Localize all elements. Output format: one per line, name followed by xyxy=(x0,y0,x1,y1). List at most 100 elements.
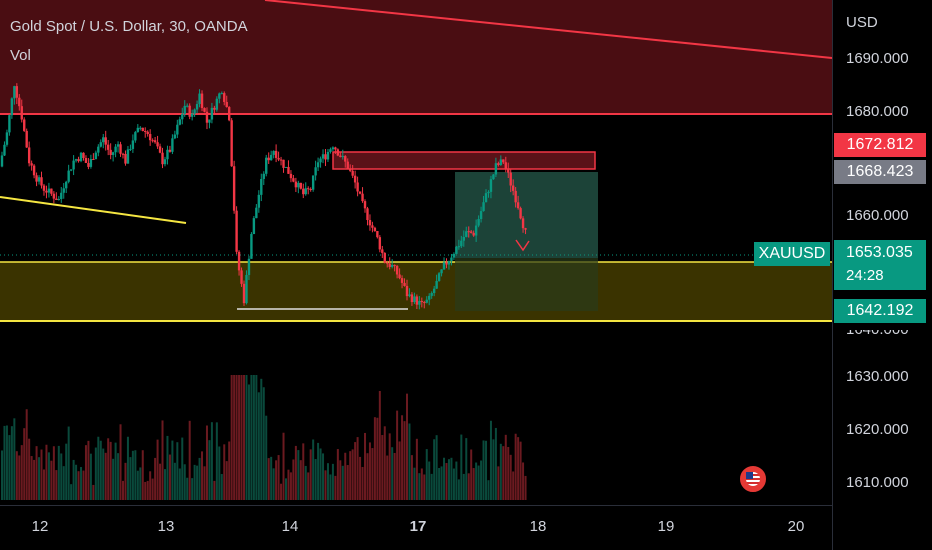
volume-bar xyxy=(10,426,13,500)
candle-body xyxy=(474,225,478,236)
volume-bar xyxy=(334,475,337,500)
candle-body xyxy=(92,159,95,161)
volume-bar xyxy=(329,474,332,500)
candle-body xyxy=(126,149,130,164)
volume-bar xyxy=(314,459,317,500)
volume-bar xyxy=(30,456,33,500)
volume-bar xyxy=(225,461,228,500)
candle-body xyxy=(403,282,406,286)
candle-body xyxy=(8,115,11,133)
volume-bar xyxy=(294,445,297,500)
volume-bar xyxy=(280,483,283,500)
volume-bar xyxy=(188,420,191,500)
volume-bar xyxy=(344,452,347,500)
volume-indicator-label[interactable]: Vol xyxy=(10,47,31,64)
volume-bar xyxy=(440,466,443,500)
volume-bar xyxy=(482,440,485,500)
volume-bar xyxy=(52,446,55,500)
candle-body xyxy=(358,191,362,194)
candle-body xyxy=(13,86,16,99)
volume-bar xyxy=(151,478,154,500)
candle-body xyxy=(181,113,184,120)
candle-body xyxy=(208,119,211,123)
volume-bar xyxy=(33,459,36,500)
time-label: 13 xyxy=(157,518,175,535)
volume-bar xyxy=(272,468,275,500)
time-label: 12 xyxy=(31,518,49,535)
volume-bar xyxy=(366,453,369,500)
candle-body xyxy=(225,101,228,108)
volume-bar xyxy=(252,375,255,500)
candle-body xyxy=(395,265,399,275)
candle-body xyxy=(435,280,438,289)
volume-bar xyxy=(38,457,41,500)
candle-body xyxy=(319,158,322,163)
volume-bar xyxy=(97,436,100,500)
candle-body xyxy=(437,273,441,281)
candle-body xyxy=(87,162,90,167)
candle-body xyxy=(408,294,411,297)
candle-body xyxy=(18,97,21,107)
candle-body xyxy=(3,144,6,156)
volume-bar xyxy=(349,451,352,500)
candle-body xyxy=(299,182,303,189)
candle-body xyxy=(57,199,60,201)
candle-body xyxy=(240,270,243,284)
volume-bar xyxy=(497,466,500,500)
candle-body xyxy=(116,144,120,147)
candle-body xyxy=(153,140,157,143)
candle-body xyxy=(430,293,433,296)
volume-bar xyxy=(319,448,322,500)
volume-bar xyxy=(425,449,428,500)
candle-body xyxy=(418,300,421,305)
volume-bar xyxy=(129,457,132,500)
candle-body xyxy=(183,105,186,114)
candle-body xyxy=(400,278,404,283)
volume-bar xyxy=(186,477,189,500)
volume-bar xyxy=(201,451,204,500)
support-zone[interactable] xyxy=(0,262,832,321)
candle-body xyxy=(193,109,196,114)
volume-bar xyxy=(413,467,416,500)
supply-zone[interactable] xyxy=(332,151,596,170)
candle-body xyxy=(289,173,293,179)
volume-bar xyxy=(233,375,236,500)
volume-bar xyxy=(312,439,315,500)
volume-bar xyxy=(462,473,465,500)
volume-bar xyxy=(193,464,196,500)
candle-body xyxy=(102,137,105,143)
candle-body xyxy=(381,249,384,253)
candle-body xyxy=(220,93,223,95)
volume-bar xyxy=(465,438,468,500)
volume-bar xyxy=(336,449,339,500)
candle-body xyxy=(282,159,285,168)
candle-body xyxy=(324,154,327,160)
candle-body xyxy=(200,93,204,109)
volume-bar xyxy=(282,432,285,500)
candle-body xyxy=(148,134,152,141)
candle-body xyxy=(440,269,443,274)
volume-bar xyxy=(368,442,371,500)
candle-body xyxy=(311,175,315,190)
volume-bar xyxy=(223,444,226,500)
resistance-zone[interactable] xyxy=(0,0,832,114)
volume-bar xyxy=(141,450,144,500)
volume-bar xyxy=(371,448,374,500)
volume-bar xyxy=(304,465,307,500)
volume-bar xyxy=(109,441,112,500)
candle-body xyxy=(232,166,236,211)
volume-bar xyxy=(215,422,218,500)
volume-bar xyxy=(255,375,258,500)
red-trendline[interactable] xyxy=(264,0,833,59)
candle-body xyxy=(351,170,354,176)
yellow-trendline[interactable] xyxy=(0,196,187,224)
us-flag-icon[interactable] xyxy=(740,466,766,492)
candle-body xyxy=(388,263,391,267)
symbol-tag[interactable]: XAUUSD xyxy=(754,242,830,266)
candle-body xyxy=(304,188,307,195)
position-stop-box[interactable] xyxy=(455,258,598,311)
volume-bar xyxy=(339,460,342,500)
candle-body xyxy=(163,159,167,165)
candle-body xyxy=(521,218,525,229)
